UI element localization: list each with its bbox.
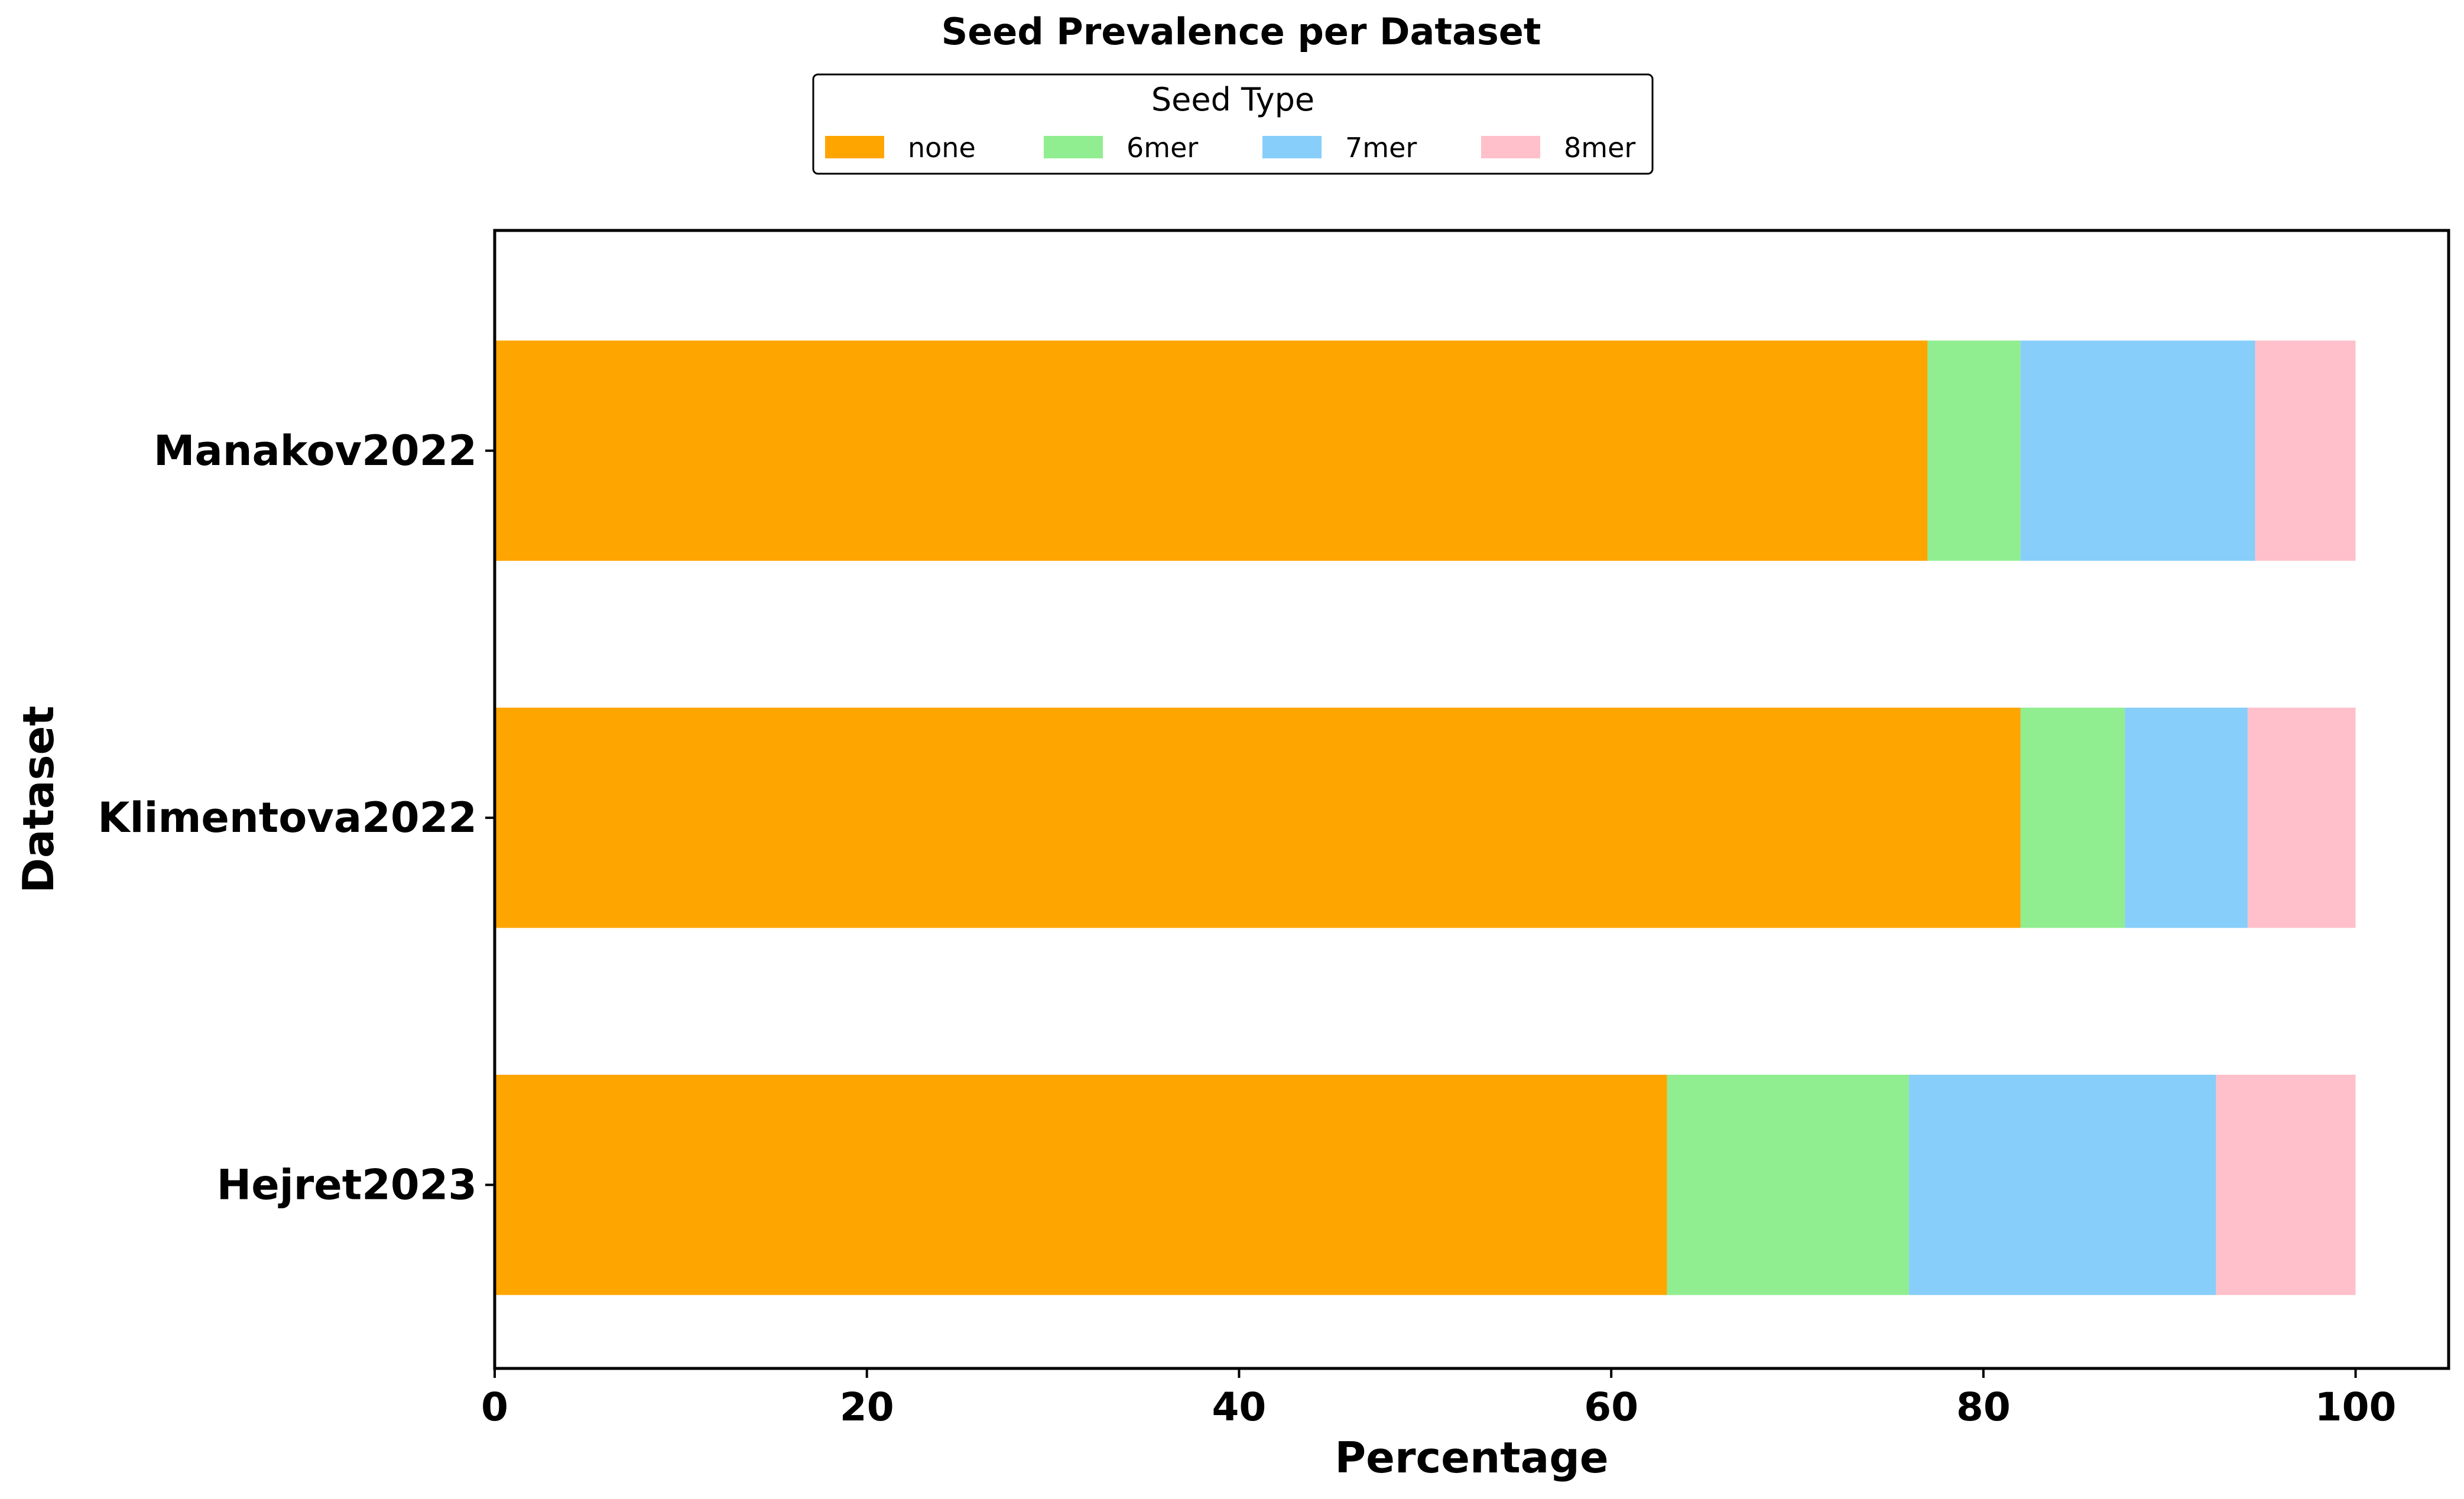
bars-group <box>495 340 2356 1295</box>
bar-none-Manakov2022 <box>495 340 1928 561</box>
bar-none-Klimentova2022 <box>495 707 2021 928</box>
y-axis-label: Dataset <box>14 705 63 893</box>
y-tick-label: Hejret2023 <box>217 1160 477 1209</box>
bar-6mer-Manakov2022 <box>1927 340 2021 561</box>
bar-7mer-Klimentova2022 <box>2125 707 2248 928</box>
x-tick-label: 40 <box>1212 1384 1266 1430</box>
legend-swatch-6mer <box>1044 136 1103 158</box>
bar-none-Hejret2023 <box>495 1074 1667 1295</box>
bar-7mer-Hejret2023 <box>1908 1074 2216 1295</box>
legend-label-7mer: 7mer <box>1345 132 1417 164</box>
y-tick-label: Klimentova2022 <box>98 794 477 842</box>
y-tick-label: Manakov2022 <box>154 427 477 475</box>
legend-swatch-8mer <box>1481 136 1540 158</box>
bar-8mer-Klimentova2022 <box>2247 707 2356 928</box>
legend-swatch-7mer <box>1262 136 1322 158</box>
legend-swatch-none <box>825 136 884 158</box>
y-axis: Manakov2022 Klimentova2022 Hejret2023 <box>98 427 495 1209</box>
x-tick-label: 20 <box>840 1384 894 1430</box>
plot-frame <box>493 229 2450 1370</box>
legend-label-none: none <box>908 132 976 164</box>
x-tick-label: 60 <box>1584 1384 1638 1430</box>
legend-label-6mer: 6mer <box>1127 132 1198 164</box>
bar-6mer-Hejret2023 <box>1667 1074 1909 1295</box>
bar-8mer-Manakov2022 <box>2255 340 2356 561</box>
legend-frame <box>812 73 1654 175</box>
legend-title: Seed Type <box>1151 81 1314 118</box>
x-tick-label: 0 <box>481 1384 508 1430</box>
bar-6mer-Klimentova2022 <box>2020 707 2125 928</box>
legend: Seed Type none 6mer 7mer 8mer <box>812 73 1654 175</box>
x-axis-label: Percentage <box>1335 1433 1608 1482</box>
chart-title: Seed Prevalence per Dataset <box>942 10 1541 53</box>
bar-8mer-Hejret2023 <box>2216 1074 2356 1295</box>
bar-7mer-Manakov2022 <box>2020 340 2255 561</box>
x-tick-label: 100 <box>2315 1384 2397 1430</box>
x-axis: 0 20 40 60 80 100 <box>481 1368 2396 1430</box>
legend-label-8mer: 8mer <box>1564 132 1635 164</box>
x-tick-label: 80 <box>1956 1384 2011 1430</box>
